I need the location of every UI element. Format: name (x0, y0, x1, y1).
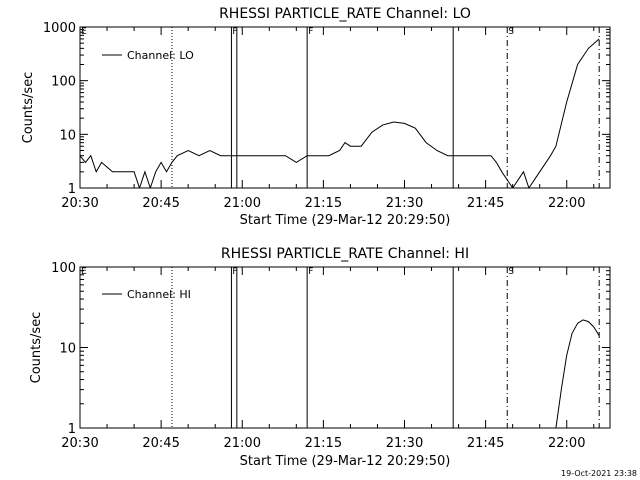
y-axis-label: Counts/sec (21, 72, 36, 144)
x-tick-label: 21:00 (224, 436, 261, 451)
series-line (80, 38, 600, 188)
chart-title: RHESSI PARTICLE_RATE Channel: HI (221, 246, 469, 262)
x-tick-label: 21:45 (467, 436, 504, 451)
event-marker-label: S (508, 27, 514, 37)
x-tick-label: 21:00 (224, 196, 261, 211)
event-marker-label: E (81, 27, 87, 37)
series-line (555, 319, 600, 428)
event-marker-label: F (308, 27, 313, 37)
x-axis-label: Start Time (29-Mar-12 20:29:50) (240, 213, 451, 228)
y-tick-label: 1000 (43, 21, 76, 36)
event-marker-label: F (308, 267, 313, 277)
x-tick-label: 21:45 (467, 196, 504, 211)
x-axis-label: Start Time (29-Mar-12 20:29:50) (240, 454, 451, 469)
x-tick-label: 21:15 (305, 436, 342, 451)
legend-label: Channel: HI (127, 288, 191, 301)
panel-lo: RHESSI PARTICLE_RATE Channel: LO 1 10 100 10… (21, 6, 611, 228)
x-tick-label: 20:45 (142, 196, 179, 211)
x-tick-label: 21:30 (386, 436, 423, 451)
footer-timestamp: 19-Oct-2021 23:38 (561, 469, 637, 478)
x-tick-label: 22:00 (548, 436, 585, 451)
y-tick-label: 1 (68, 182, 76, 197)
x-tick-label: 20:45 (142, 436, 179, 451)
event-marker-label: S (508, 267, 514, 277)
x-tick-label: 20:30 (61, 196, 98, 211)
panel-hi: RHESSI PARTICLE_RATE Channel: HI 1 10 100 20… (29, 246, 611, 469)
legend-label: Channel: LO (127, 49, 194, 62)
y-tick-label: 1 (68, 422, 76, 437)
chart-title: RHESSI PARTICLE_RATE Channel: LO (219, 6, 471, 22)
event-marker-label: E (81, 267, 87, 277)
y-tick-label: 100 (51, 261, 76, 276)
event-marker-label: F (232, 27, 237, 37)
x-tick-label: 21:15 (305, 196, 342, 211)
y-tick-label: 10 (59, 342, 76, 357)
event-marker-label: F (232, 267, 237, 277)
y-tick-label: 10 (59, 128, 76, 143)
y-tick-label: 100 (51, 75, 76, 90)
x-tick-label: 21:30 (386, 196, 423, 211)
x-tick-label: 20:30 (61, 436, 98, 451)
x-tick-label: 22:00 (548, 196, 585, 211)
y-axis-label: Counts/sec (29, 312, 44, 384)
